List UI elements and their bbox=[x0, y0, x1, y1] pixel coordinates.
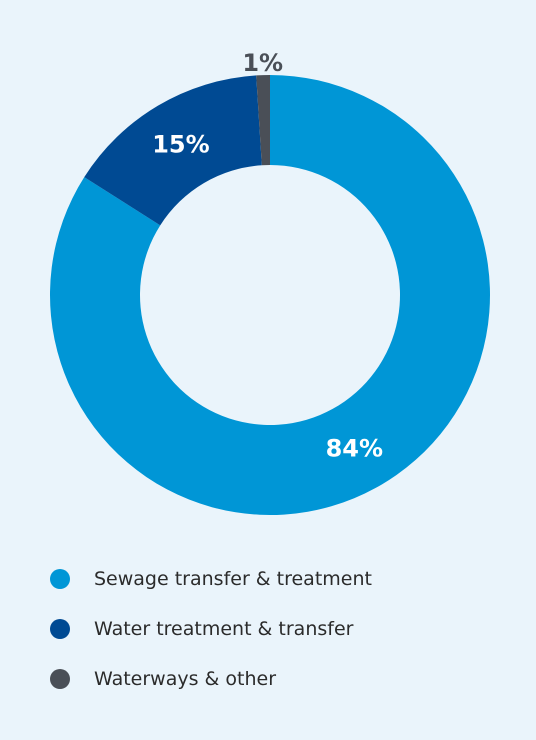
legend-item-water: Water treatment & transfer bbox=[50, 616, 490, 642]
legend-swatch-sewage bbox=[50, 569, 70, 589]
legend-item-sewage: Sewage transfer & treatment bbox=[50, 566, 490, 592]
legend-label-waterways: Waterways & other bbox=[94, 668, 277, 690]
legend-swatch-waterways bbox=[50, 669, 70, 689]
legend-label-sewage: Sewage transfer & treatment bbox=[94, 568, 372, 590]
slice-sewage bbox=[50, 75, 490, 515]
legend-swatch-water bbox=[50, 619, 70, 639]
slice-label-sewage: 84% bbox=[326, 434, 383, 462]
legend-item-waterways: Waterways & other bbox=[50, 666, 490, 692]
donut-chart: 84% 15% 1% bbox=[50, 49, 490, 515]
slice-waterways bbox=[256, 75, 270, 166]
slice-label-water: 15% bbox=[152, 130, 209, 158]
slice-label-waterways: 1% bbox=[242, 49, 283, 77]
legend-label-water: Water treatment & transfer bbox=[94, 618, 354, 640]
slice-water bbox=[84, 75, 262, 226]
legend: Sewage transfer & treatment Water treatm… bbox=[50, 566, 490, 716]
